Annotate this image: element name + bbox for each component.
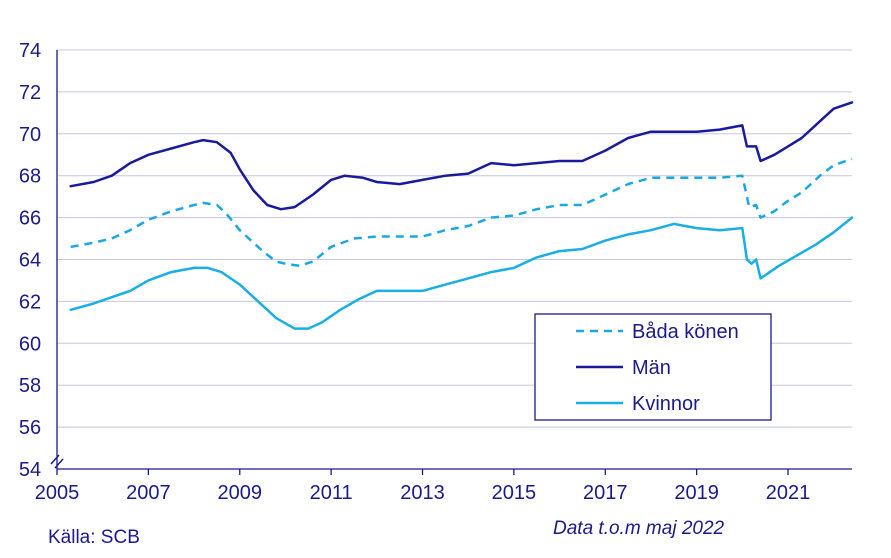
series-line-man (69, 101, 854, 211)
y-tick-label: 70 (19, 124, 41, 146)
x-tick-label: 2005 (35, 482, 80, 504)
x-tick-label: 2013 (400, 482, 445, 504)
legend: Båda könen Män Kvinnor (534, 313, 772, 421)
series-line-kvinnor (69, 216, 854, 330)
legend-box (534, 313, 772, 421)
y-tick-label: 54 (19, 459, 41, 481)
x-tick-label: 2015 (492, 482, 537, 504)
legend-entry-man: Män (632, 357, 671, 379)
y-tick-label: 74 (19, 40, 41, 62)
axis-break-mark (54, 458, 64, 469)
axis-break-mark (50, 454, 60, 465)
y-tick-label: 68 (19, 166, 41, 188)
x-tick-label: 2007 (126, 482, 171, 504)
series-line-bada-konen (70, 157, 853, 268)
axes: 54 56 58 60 62 64 66 68 70 72 74 2005 2007 2009 2011 20… (19, 40, 852, 504)
x-tick-label: 2019 (674, 482, 719, 504)
legend-entry-kvinnor: Kvinnor (632, 393, 700, 415)
y-tick-label: 62 (19, 291, 41, 313)
legend-entry-bada-konen: Båda könen (632, 321, 739, 343)
y-tick-label: 72 (19, 82, 41, 104)
series-lines (69, 101, 854, 330)
data-note: Data t.o.m maj 2022 (553, 518, 725, 539)
x-tick-label: 2009 (218, 482, 263, 504)
y-tick-label: 66 (19, 208, 41, 230)
x-tick-label: 2011 (310, 482, 353, 504)
source-label: Källa: SCB (48, 527, 140, 548)
x-tick-label: 2021 (766, 482, 811, 504)
y-tick-label: 56 (19, 417, 41, 439)
y-tick-label: 64 (19, 250, 41, 272)
y-tick-label: 58 (19, 375, 41, 397)
y-tick-label: 60 (19, 333, 41, 355)
gridlines (57, 49, 852, 428)
x-tick-label: 2017 (583, 482, 628, 504)
